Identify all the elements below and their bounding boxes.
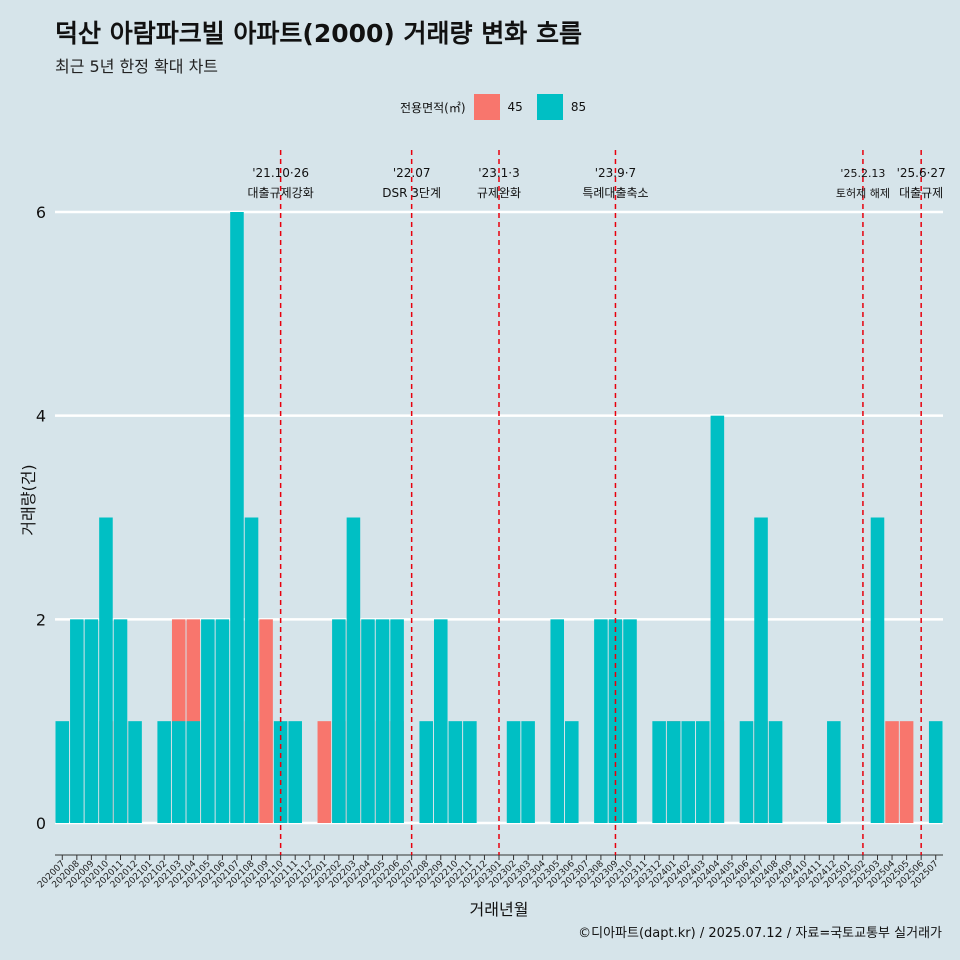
bar-85-202107 bbox=[230, 212, 244, 823]
event-label-202309: 특례대출축소 bbox=[582, 186, 648, 200]
event-date-202506: '25.6·27 bbox=[897, 166, 946, 180]
bar-85-202406 bbox=[739, 721, 754, 823]
bar-85-202111 bbox=[288, 721, 302, 823]
bar-45-202201 bbox=[317, 721, 332, 823]
bar-85-202408 bbox=[768, 721, 783, 823]
chart-title: 덕산 아람파크빌 아파트(2000) 거래량 변화 흐름 bbox=[55, 19, 582, 48]
bar-85-202010 bbox=[99, 517, 113, 823]
y-axis-title: 거래량(건) bbox=[19, 464, 38, 535]
bar-85-202507 bbox=[928, 721, 943, 823]
bar-85-202210 bbox=[448, 721, 463, 823]
bar-85-202206 bbox=[390, 619, 404, 823]
legend-swatch-45 bbox=[473, 94, 500, 120]
bar-85-202401 bbox=[666, 721, 681, 823]
bar-85-202011 bbox=[113, 619, 128, 823]
chart-subtitle: 최근 5년 한정 확대 차트 bbox=[55, 57, 219, 76]
y-tick-label: 4 bbox=[36, 407, 46, 426]
legend-title: 전용면적(㎡) bbox=[400, 100, 466, 115]
bar-85-202310 bbox=[623, 619, 637, 823]
bar-85-202211 bbox=[463, 721, 477, 823]
bar-45-202504 bbox=[885, 721, 899, 823]
bar-85-202403 bbox=[696, 721, 710, 823]
event-date-202207: '22.07 bbox=[393, 166, 431, 180]
legend-label-45: 45 bbox=[507, 100, 523, 114]
y-tick-label: 2 bbox=[36, 610, 46, 629]
event-date-202301: '23.1·3 bbox=[478, 166, 519, 180]
bar-85-202407 bbox=[754, 517, 768, 823]
bar-85-202308 bbox=[594, 619, 608, 823]
bar-85-202503 bbox=[870, 517, 885, 823]
bar-85-202312 bbox=[652, 721, 666, 823]
bar-45-202109 bbox=[259, 619, 273, 823]
bar-85-202404 bbox=[710, 415, 725, 823]
bar-85-202008 bbox=[70, 619, 84, 823]
bar-85-202402 bbox=[681, 721, 696, 823]
bar-85-202306 bbox=[565, 721, 579, 823]
legend-swatch-85 bbox=[536, 94, 563, 120]
bar-85-202202 bbox=[332, 619, 346, 823]
event-label-202301: 규제완화 bbox=[477, 186, 521, 200]
bar-85-202208 bbox=[419, 721, 433, 823]
event-label-202110: 대출규제강화 bbox=[248, 186, 314, 200]
bar-85-202203 bbox=[346, 517, 361, 823]
legend: 전용면적(㎡) 45 85 bbox=[400, 93, 592, 121]
source-caption: ©디아파트(dapt.kr) / 2025.07.12 / 자료=국토교통부 실… bbox=[578, 926, 942, 941]
bar-85-202104 bbox=[186, 721, 201, 823]
bar-85-202303 bbox=[521, 721, 535, 823]
bar-85-202102 bbox=[157, 721, 171, 823]
event-date-202309: '23.9·7 bbox=[595, 166, 636, 180]
event-label-202506: 대출규제 bbox=[899, 186, 943, 200]
bar-85-202106 bbox=[215, 619, 230, 823]
bar-45-202505 bbox=[899, 721, 914, 823]
bar-85-202012 bbox=[128, 721, 142, 823]
bar-85-202204 bbox=[361, 619, 375, 823]
event-label-202207: DSR 3단계 bbox=[382, 186, 441, 200]
y-tick-label: 0 bbox=[36, 814, 46, 833]
y-tick-label: 6 bbox=[36, 203, 46, 222]
event-date-202502: '25.2.13 bbox=[840, 167, 885, 180]
x-axis-title: 거래년월 bbox=[470, 900, 529, 919]
legend-label-85: 85 bbox=[570, 100, 587, 114]
bar-85-202305 bbox=[550, 619, 565, 823]
event-date-202110: '21.10·26 bbox=[252, 166, 309, 180]
bar-85-202108 bbox=[244, 517, 259, 823]
bar-85-202205 bbox=[375, 619, 390, 823]
bar-85-202209 bbox=[433, 619, 448, 823]
bar-85-202302 bbox=[506, 721, 521, 823]
event-label-202502: 토허제 해제 bbox=[836, 186, 890, 200]
bar-85-202105 bbox=[201, 619, 215, 823]
bar-85-202412 bbox=[827, 721, 841, 823]
bar-85-202007 bbox=[55, 721, 70, 823]
bar-85-202009 bbox=[84, 619, 99, 823]
bar-85-202103 bbox=[171, 721, 186, 823]
